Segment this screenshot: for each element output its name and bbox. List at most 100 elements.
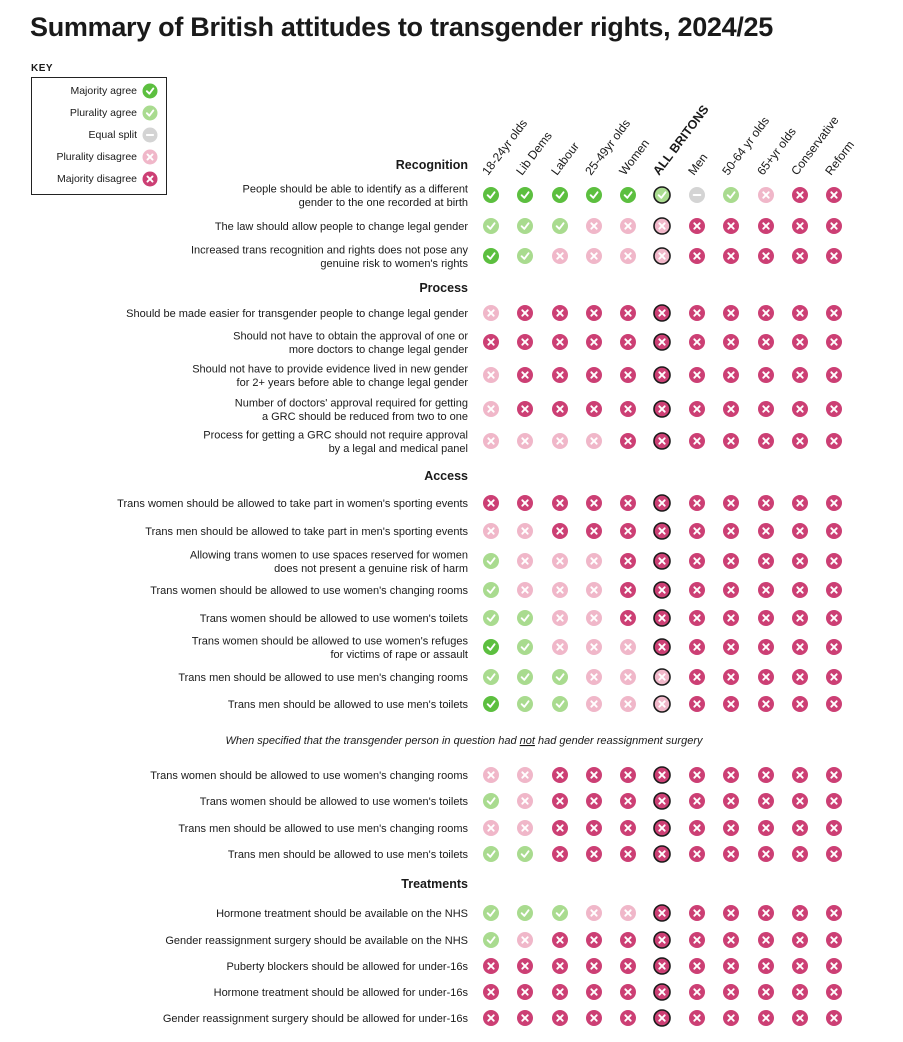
attitude-mark	[620, 553, 636, 569]
attitude-mark	[586, 248, 602, 264]
attitude-mark	[620, 820, 636, 836]
attitude-mark	[758, 553, 774, 569]
row-label: gender to the one recorded at birth	[299, 197, 468, 209]
attitude-mark	[620, 334, 636, 350]
attitude-mark	[552, 846, 568, 862]
matrix-row: People should be able to identify as a d…	[243, 183, 842, 209]
attitude-mark	[758, 669, 774, 685]
attitude-mark	[758, 767, 774, 783]
attitude-mark	[552, 793, 568, 809]
attitude-mark	[792, 669, 808, 685]
attitude-mark	[792, 187, 808, 203]
attitude-mark	[723, 582, 739, 598]
attitude-mark	[552, 1010, 568, 1026]
attitude-mark	[483, 367, 499, 383]
attitude-mark	[826, 401, 842, 417]
attitude-mark	[620, 248, 636, 264]
attitude-mark	[758, 218, 774, 234]
attitude-mark	[517, 958, 533, 974]
attitude-mark	[552, 582, 568, 598]
matrix-row: Should not have to provide evidence live…	[192, 363, 842, 389]
attitude-mark	[620, 932, 636, 948]
attitude-mark	[758, 401, 774, 417]
attitude-mark	[653, 904, 671, 922]
attitude-mark	[620, 218, 636, 234]
row-label: for 2+ years before able to change legal…	[237, 377, 469, 389]
attitude-mark	[653, 609, 671, 627]
attitude-mark	[653, 552, 671, 570]
matrix-row: Number of doctors' approval required for…	[235, 397, 842, 423]
attitude-mark	[689, 248, 705, 264]
attitude-mark	[792, 767, 808, 783]
attitude-mark	[723, 639, 739, 655]
attitude-mark	[620, 767, 636, 783]
attitude-mark	[517, 187, 533, 203]
legend-icon	[142, 83, 158, 99]
row-label: Trans men should be allowed to take part…	[145, 526, 468, 538]
matrix-row: The law should allow people to change le…	[215, 217, 842, 235]
attitude-mark	[758, 793, 774, 809]
attitude-mark	[552, 905, 568, 921]
chart-title: Summary of British attitudes to transgen…	[30, 12, 773, 42]
attitude-mark	[552, 334, 568, 350]
attitude-mark	[826, 767, 842, 783]
attitude-mark	[653, 522, 671, 540]
attitude-mark	[826, 582, 842, 598]
section-title: Recognition	[396, 158, 468, 172]
attitude-mark	[826, 495, 842, 511]
row-label: for victims of rape or assault	[330, 649, 468, 661]
attitude-mark	[758, 905, 774, 921]
attitude-mark	[483, 433, 499, 449]
attitude-mark	[689, 669, 705, 685]
attitude-mark	[517, 820, 533, 836]
attitude-mark	[758, 523, 774, 539]
attitude-mark	[758, 820, 774, 836]
attitude-mark	[483, 582, 499, 598]
attitude-mark	[723, 248, 739, 264]
attitude-mark	[620, 187, 636, 203]
matrix-row: Trans men should be allowed to use men's…	[178, 668, 842, 686]
matrix-row: Trans men should be allowed to use men's…	[178, 819, 842, 837]
attitude-mark	[689, 610, 705, 626]
row-label: Gender reassignment surgery should be av…	[165, 935, 468, 947]
attitude-mark	[826, 905, 842, 921]
attitude-mark	[620, 958, 636, 974]
attitude-mark	[483, 846, 499, 862]
column-header: Labour	[548, 140, 582, 178]
attitude-mark	[620, 495, 636, 511]
attitude-mark	[689, 932, 705, 948]
attitude-mark	[552, 248, 568, 264]
matrix-row: Gender reassignment surgery should be al…	[163, 1009, 842, 1027]
attitude-mark	[723, 433, 739, 449]
attitude-mark	[483, 669, 499, 685]
row-label: Increased trans recognition and rights d…	[191, 244, 469, 256]
attitude-mark	[792, 846, 808, 862]
matrix-row: Trans men should be allowed to use men's…	[228, 845, 842, 863]
row-label: People should be able to identify as a d…	[243, 183, 468, 195]
attitude-mark	[689, 401, 705, 417]
legend-icon	[142, 171, 158, 187]
attitude-mark	[826, 793, 842, 809]
attitude-mark	[483, 984, 499, 1000]
attitude-mark	[826, 958, 842, 974]
attitude-mark	[792, 401, 808, 417]
attitude-mark	[517, 523, 533, 539]
attitude-mark	[517, 495, 533, 511]
attitude-mark	[517, 639, 533, 655]
attitude-mark	[758, 187, 774, 203]
attitude-mark	[653, 638, 671, 656]
attitude-mark	[586, 958, 602, 974]
attitude-mark	[517, 218, 533, 234]
attitude-mark	[689, 367, 705, 383]
matrix-row: Trans women should be allowed to use wom…	[200, 609, 842, 627]
attitude-mark	[792, 793, 808, 809]
row-label: Gender reassignment surgery should be al…	[163, 1013, 469, 1025]
attitude-mark	[689, 958, 705, 974]
attitude-mark	[586, 523, 602, 539]
attitude-mark	[483, 767, 499, 783]
matrix-row: Trans women should be allowed to use wom…	[150, 581, 842, 599]
attitude-mark	[517, 984, 533, 1000]
attitude-mark	[792, 1010, 808, 1026]
section-title: Treatments	[401, 877, 468, 891]
legend-item: Equal split	[89, 126, 158, 144]
